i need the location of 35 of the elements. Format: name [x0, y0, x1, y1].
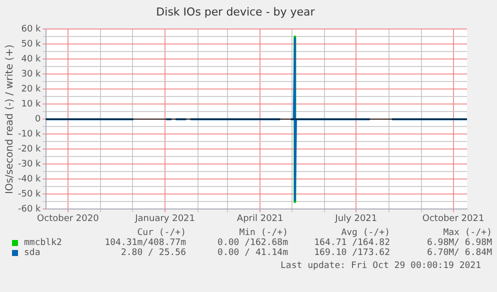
text: 6.98M/ 6.98M: [426, 238, 492, 248]
y-tick-label: 50 k: [21, 40, 42, 50]
x-tick-label: October 2021: [422, 214, 484, 224]
text: 0.00 / 41.14m: [216, 248, 288, 258]
y-tick-label: 10 k: [21, 100, 42, 110]
y-tick-label: -30 k: [18, 160, 42, 170]
text: Cur (-/+): [136, 228, 186, 238]
x-tick-label: January 2021: [134, 214, 196, 224]
text: 169.10 /173.62: [313, 248, 390, 258]
x-tick-label: July 2021: [334, 214, 378, 224]
text: Avg (-/+): [340, 228, 390, 238]
text: Max (-/+): [442, 228, 492, 238]
y-tick-label: -10 k: [18, 130, 42, 140]
text: 2.80 / 25.56: [120, 248, 186, 258]
x-tick-label: April 2021: [236, 214, 284, 224]
y-tick-label: 0: [35, 114, 42, 125]
y-tick-label: -40 k: [18, 174, 42, 185]
legend-label: sda: [24, 248, 42, 258]
y-tick-label: -60 k: [18, 204, 42, 215]
chart-title: Disk IOs per device - by year: [156, 5, 316, 18]
text: Min (-/+): [238, 228, 288, 238]
y-tick-label: -20 k: [18, 144, 42, 155]
y-tick-label: -50 k: [18, 190, 42, 200]
y-axis-title: IOs/second read (-) / write (+): [4, 44, 16, 194]
text: 6.70M/ 6.84M: [426, 248, 492, 258]
y-tick-label: 30 k: [21, 70, 42, 80]
text: 104.31m/408.77m: [104, 238, 186, 248]
y-tick-label: 60 k: [21, 24, 42, 35]
legend-label: mmcblk2: [24, 238, 63, 248]
x-tick-label: October 2020: [37, 214, 100, 224]
y-tick-label: 40 k: [21, 54, 42, 65]
text: 0.00 /162.68m: [216, 238, 288, 248]
text: 164.71 /164.82: [313, 238, 390, 248]
y-tick-label: 20 k: [21, 84, 42, 95]
text: Last update: Fri Oct 29 00:00:19 2021: [280, 261, 481, 271]
